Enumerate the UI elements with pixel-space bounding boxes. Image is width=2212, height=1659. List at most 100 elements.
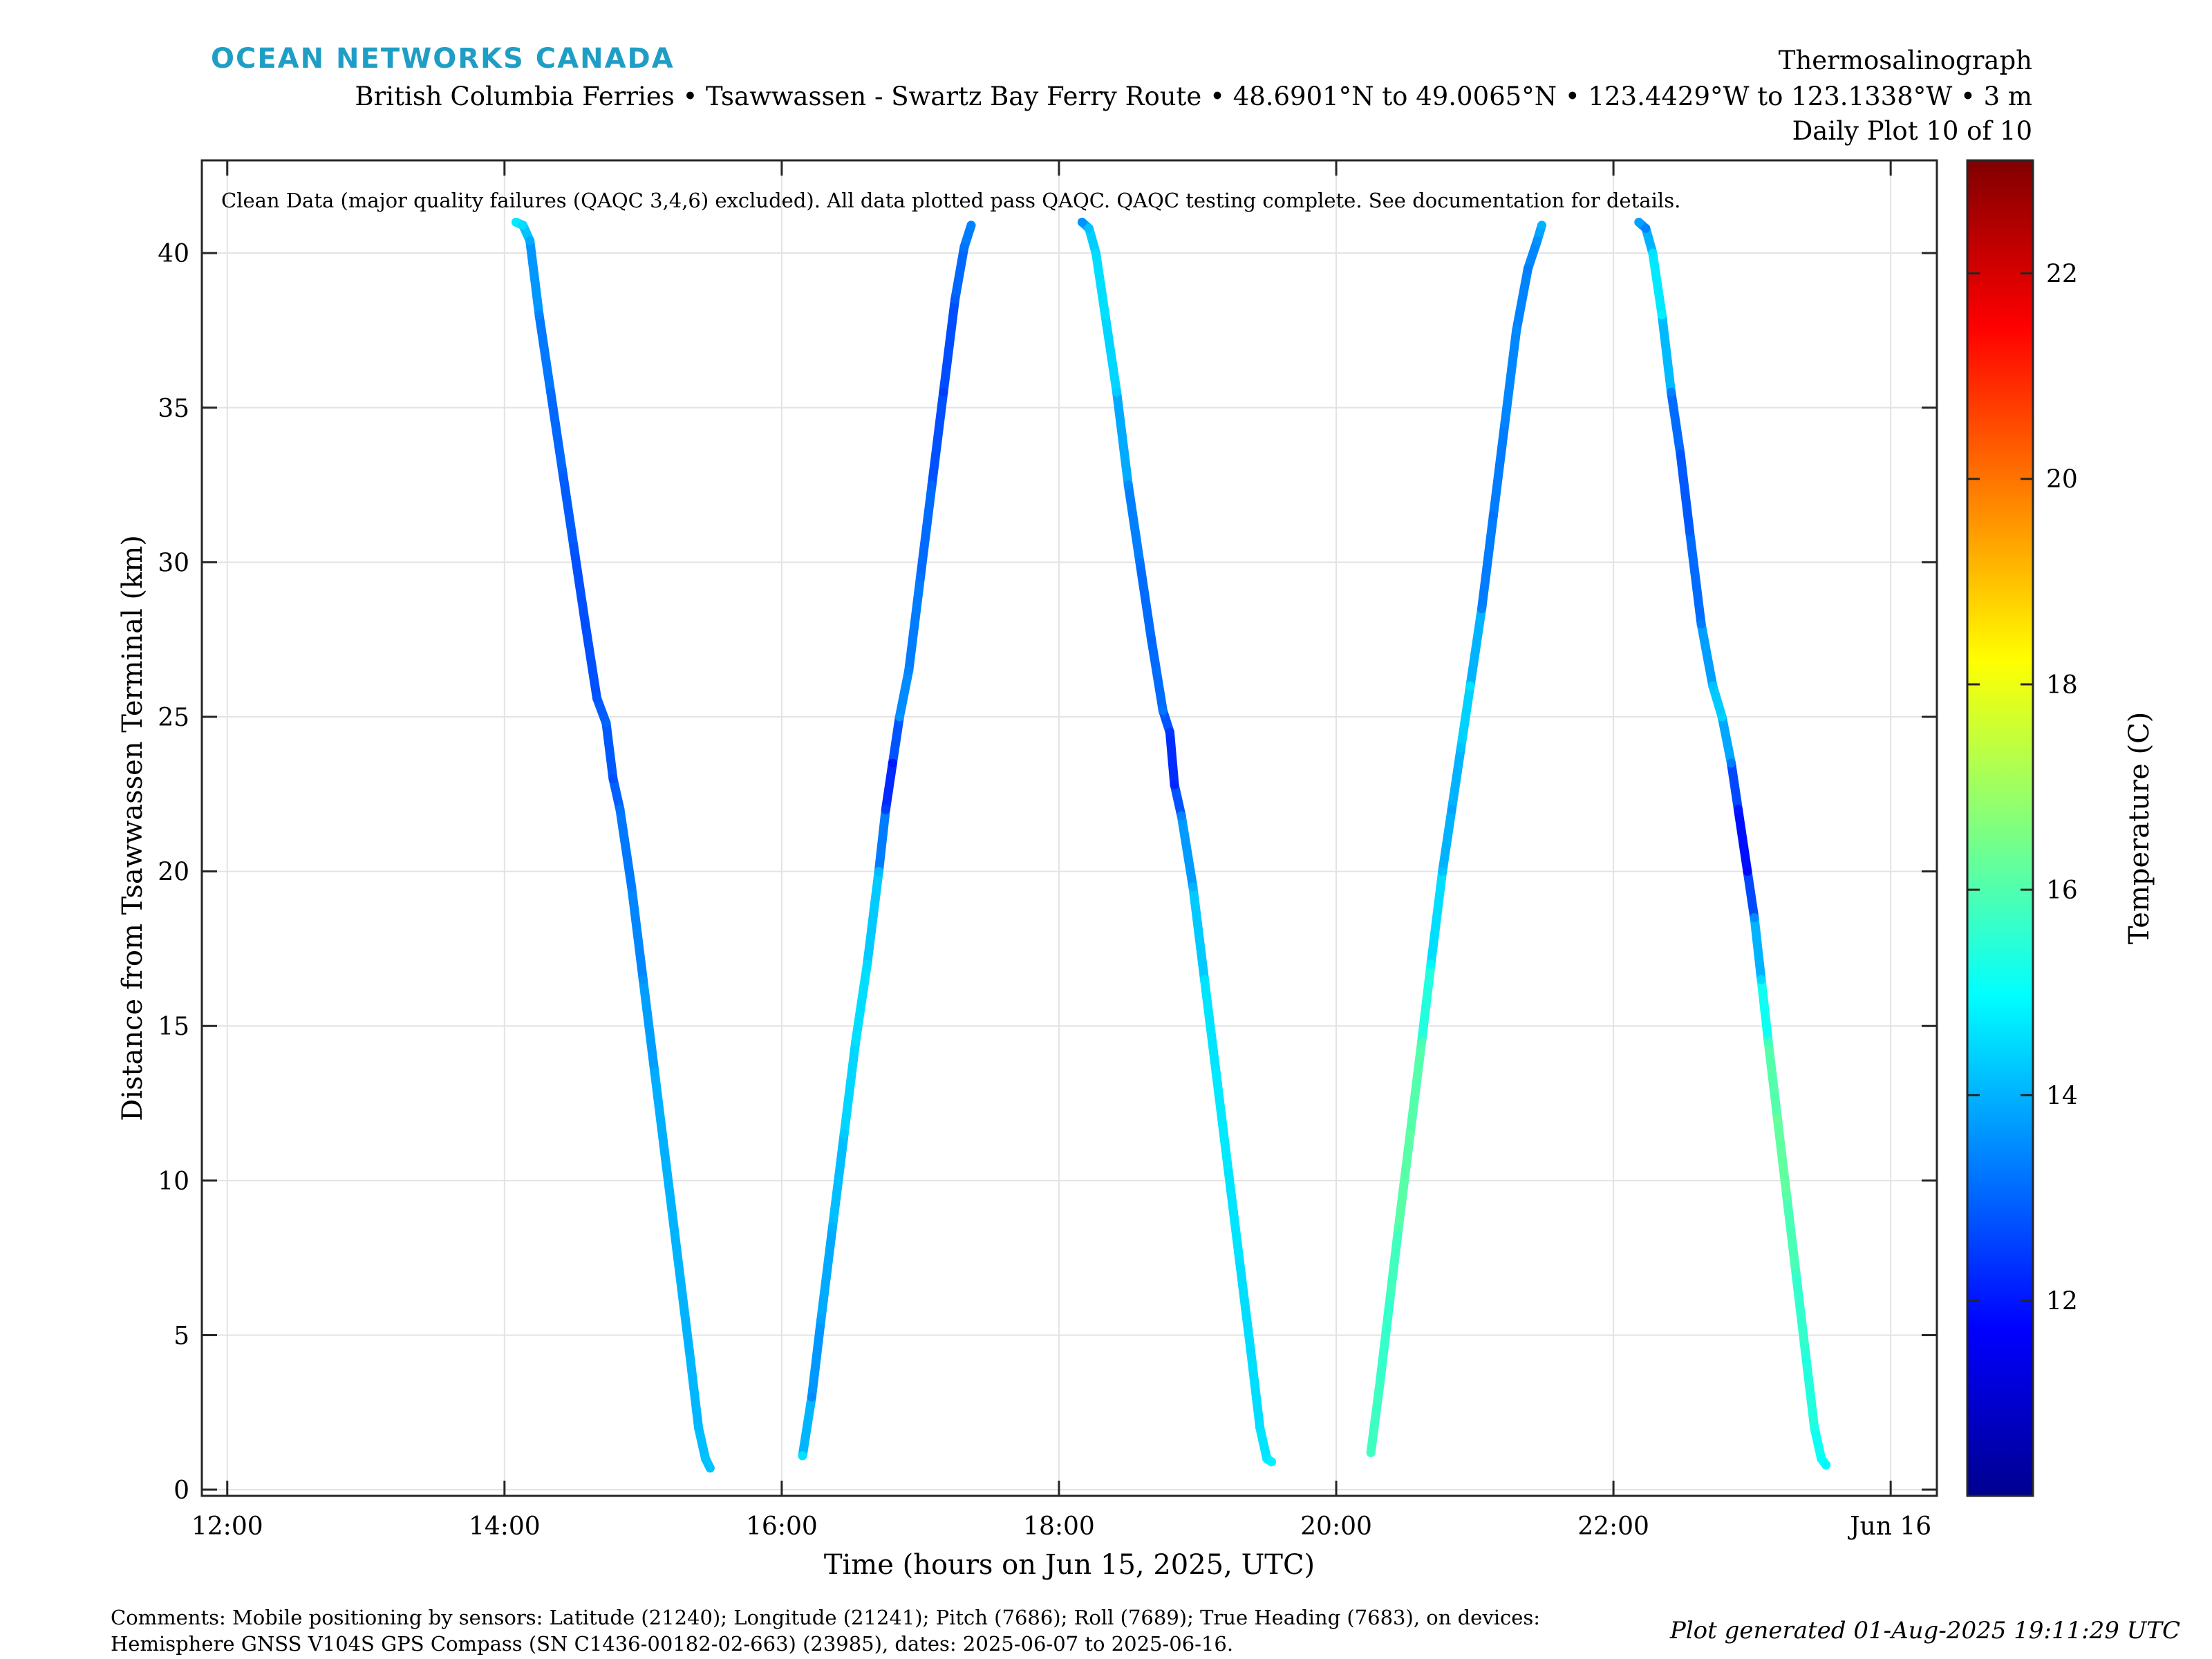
colorbar-tick-label: 18	[2046, 671, 2078, 700]
data-point	[1394, 1222, 1403, 1232]
qaqc-annotation: Clean Data (major quality failures (QAQC…	[221, 189, 1680, 212]
data-segment	[1200, 975, 1221, 1077]
data-segment	[684, 1346, 704, 1433]
data-point	[546, 387, 556, 397]
data-segment	[615, 805, 637, 892]
data-segment	[1394, 1130, 1415, 1232]
data-segment	[1438, 805, 1456, 877]
data-point	[1756, 975, 1766, 984]
data-segment	[1708, 681, 1727, 722]
data-segment	[1385, 1222, 1403, 1309]
data-segment	[581, 619, 602, 703]
data-segment	[863, 867, 883, 969]
data-point	[512, 217, 521, 227]
x-tick-label: 20:00	[1300, 1512, 1372, 1541]
data-point	[1165, 727, 1174, 737]
comments-line-1: Comments: Mobile positioning by sensors:…	[111, 1606, 1541, 1629]
data-point	[1091, 248, 1100, 258]
y-tick-label: 40	[158, 240, 189, 268]
data-point	[650, 1067, 659, 1077]
data-segment	[1734, 805, 1752, 877]
data-point	[1782, 1191, 1792, 1201]
data-point	[1235, 1253, 1244, 1263]
data-segment	[1488, 418, 1510, 521]
data-segment	[1112, 387, 1133, 490]
data-segment	[1676, 449, 1694, 536]
data-point	[581, 619, 590, 629]
data-segment	[1091, 248, 1110, 320]
data-point	[1405, 1130, 1415, 1139]
data-segment	[1523, 236, 1542, 274]
plot-index: Daily Plot 10 of 10	[1792, 116, 2032, 146]
transect-4	[1366, 221, 1546, 1457]
data-point	[888, 758, 897, 768]
data-segment	[1696, 619, 1718, 691]
data-point	[1676, 449, 1685, 459]
data-point	[1223, 1160, 1232, 1170]
data-segment	[1211, 1067, 1232, 1170]
data-point	[518, 221, 528, 230]
data-point	[1657, 310, 1667, 320]
data-segment	[1100, 310, 1122, 397]
data-point	[915, 573, 925, 583]
x-axis-label: Time (hours on Jun 15, 2025, UTC)	[824, 1549, 1315, 1581]
data-point	[1077, 217, 1087, 227]
data-point	[1772, 1114, 1782, 1123]
data-point	[1791, 1268, 1801, 1278]
data-point	[557, 465, 567, 474]
data-point	[1488, 511, 1498, 521]
data-point	[1634, 217, 1644, 227]
data-point	[927, 480, 937, 490]
data-point	[1426, 959, 1436, 969]
transect-5	[1634, 217, 1831, 1470]
y-tick-label: 5	[174, 1322, 189, 1350]
data-segment	[839, 1037, 861, 1139]
data-segment	[894, 666, 914, 722]
x-tick-label: 18:00	[1023, 1512, 1095, 1541]
data-point	[569, 542, 579, 552]
data-point	[1763, 1037, 1773, 1047]
data-point	[1800, 1346, 1810, 1356]
data-point	[966, 221, 976, 230]
data-segment	[673, 1253, 694, 1356]
colorbar-tick-label: 14	[2046, 1082, 2078, 1110]
data-segment	[1417, 959, 1436, 1047]
data-segment	[1255, 1423, 1272, 1463]
data-point	[1477, 603, 1487, 613]
x-tick-label: 16:00	[746, 1512, 818, 1541]
data-point	[1500, 418, 1510, 428]
data-segment	[1667, 387, 1685, 459]
data-segment	[1188, 882, 1210, 984]
data-point	[534, 310, 544, 320]
data-point	[1438, 867, 1447, 877]
data-point	[1523, 264, 1533, 274]
data-segment	[1447, 743, 1466, 814]
data-segment	[1782, 1191, 1801, 1278]
data-point	[881, 805, 890, 814]
y-tick-label: 20	[158, 859, 189, 887]
y-tick-label: 25	[158, 704, 189, 732]
plot-frame	[200, 159, 1938, 1497]
data-point	[1123, 480, 1133, 490]
data-point	[1734, 805, 1743, 814]
data-point	[592, 693, 602, 703]
data-segment	[1165, 727, 1179, 789]
x-tick-label: 22:00	[1577, 1512, 1649, 1541]
data-segment	[827, 1130, 849, 1232]
data-point	[1456, 743, 1466, 753]
data-segment	[662, 1160, 682, 1263]
data-segment	[915, 480, 937, 583]
data-segment	[525, 236, 544, 320]
colorbar-tick-label: 16	[2046, 877, 2078, 905]
data-point	[1533, 236, 1542, 245]
route-subtitle: British Columbia Ferries • Tsawwassen - …	[355, 82, 2032, 111]
data-segment	[1756, 975, 1773, 1047]
data-point	[1537, 221, 1546, 230]
data-point	[1084, 223, 1094, 233]
data-segment	[569, 542, 590, 629]
data-point	[1810, 1423, 1819, 1433]
data-point	[1821, 1460, 1831, 1470]
data-point	[827, 1222, 837, 1232]
y-tick-label: 0	[174, 1477, 189, 1505]
